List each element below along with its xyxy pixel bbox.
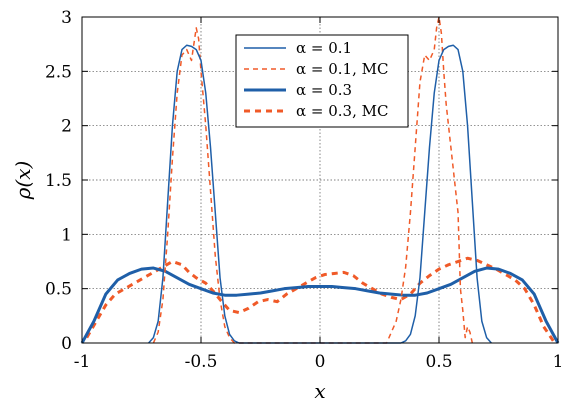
legend-box	[235, 34, 409, 128]
x-tick-label: 0.5	[425, 352, 452, 372]
y-tick-label: 2	[61, 117, 72, 137]
x-tick-label: 1	[553, 352, 564, 372]
y-tick-label: 0	[61, 334, 72, 354]
y-tick-label: 2.5	[45, 62, 72, 82]
series-line-2	[152, 16, 474, 344]
y-tick-label: 1.5	[45, 171, 72, 191]
y-tick-label: 0.5	[45, 280, 72, 300]
y-tick-label: 1	[61, 225, 72, 245]
x-tick-label: 0	[315, 352, 326, 372]
tick-layer: -1 -0.5 0 0.5 1 0 0.5 1 1.5 2 2.5 3	[45, 8, 563, 372]
x-axis-label: x	[314, 379, 325, 403]
legend-label-1: α = 0.1	[296, 39, 352, 57]
legend: α = 0.1 α = 0.1, MC α = 0.3 α = 0.3, MC	[235, 34, 409, 128]
y-tick-label: 3	[61, 8, 72, 28]
y-axis-label: ρ(x)	[11, 161, 35, 201]
legend-label-3: α = 0.3	[296, 81, 352, 99]
series-line-4	[85, 256, 555, 342]
x-tick-label: -0.5	[185, 352, 218, 372]
legend-label-2: α = 0.1, MC	[296, 60, 388, 78]
series-line-3	[80, 266, 560, 344]
x-tick-label: -1	[74, 352, 91, 372]
legend-label-4: α = 0.3, MC	[296, 102, 388, 120]
